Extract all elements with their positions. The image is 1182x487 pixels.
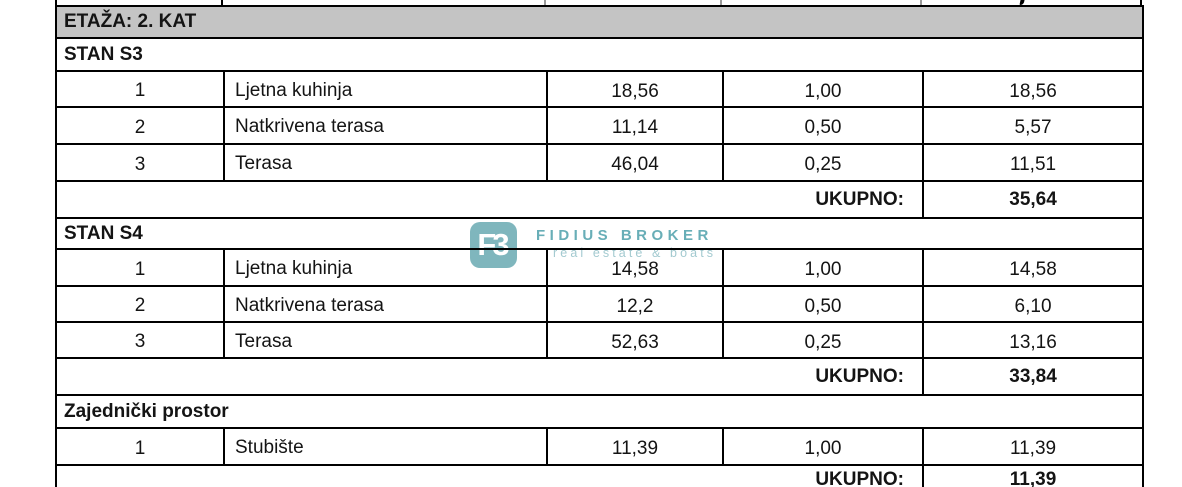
floor-title: ETAŽA: 2. KAT	[54, 5, 1145, 39]
grid-tick	[221, 0, 223, 5]
area-cell: 11,39	[546, 427, 724, 466]
area-cell: 46,04	[546, 143, 724, 182]
table-row: 1 Ljetna kuhinja 14,58 1,00 14,58	[55, 248, 1145, 287]
grid-tick	[1140, 0, 1142, 5]
section-title-stan-s4: STAN S4	[54, 217, 1145, 250]
grid-tick	[920, 0, 922, 5]
section-header-row: STAN S3	[54, 37, 1145, 72]
area-cell: 14,58	[546, 248, 724, 287]
section-total: 35,64	[921, 180, 1145, 219]
result-cell: 6,10	[921, 285, 1145, 323]
grid-tick	[55, 0, 57, 5]
previous-row-sliver	[55, 0, 1142, 5]
area-calculation-table: ETAŽA: 2. KAT STAN S3 1 Ljetna kuhinja 1…	[54, 5, 1145, 487]
result-cell: 14,58	[921, 248, 1145, 287]
section-total: 33,84	[921, 357, 1145, 396]
table-row: 3 Terasa 46,04 0,25 11,51	[55, 143, 1145, 182]
total-row: UKUPNO: 35,64	[55, 180, 1145, 219]
section-header-row: Zajednički prostor	[54, 394, 1145, 429]
row-number-cell: 2	[55, 285, 225, 323]
total-row: UKUPNO: 11,39	[55, 464, 1145, 487]
area-cell: 11,14	[546, 106, 724, 145]
ukupno-label: UKUPNO:	[55, 180, 924, 219]
area-cell: 18,56	[546, 70, 724, 108]
room-name-cell: Stubište	[223, 427, 548, 466]
coefficient-cell: 0,50	[722, 285, 924, 323]
room-name-cell: Natkrivena terasa	[223, 106, 548, 145]
table-row: 1 Ljetna kuhinja 18,56 1,00 18,56	[55, 70, 1145, 108]
ukupno-label: UKUPNO:	[55, 357, 924, 396]
table-row: 3 Terasa 52,63 0,25 13,16	[55, 321, 1145, 359]
row-number-cell: 1	[55, 427, 225, 466]
total-row: UKUPNO: 33,84	[55, 357, 1145, 396]
room-name-cell: Natkrivena terasa	[223, 285, 548, 323]
row-number-cell: 3	[55, 143, 225, 182]
result-cell: 11,39	[921, 427, 1145, 466]
room-name-cell: Ljetna kuhinja	[223, 248, 548, 287]
row-number-cell: 1	[55, 70, 225, 108]
coefficient-cell: 1,00	[722, 427, 924, 466]
section-header-row: STAN S4	[54, 217, 1145, 250]
section-title-zajednicki-prostor: Zajednički prostor	[54, 394, 1145, 429]
result-cell: 5,57	[921, 106, 1145, 145]
result-cell: 18,56	[921, 70, 1145, 108]
ukupno-label: UKUPNO:	[55, 464, 924, 487]
room-name-cell: Terasa	[223, 321, 548, 359]
row-number-cell: 3	[55, 321, 225, 359]
coefficient-cell: 1,00	[722, 248, 924, 287]
coefficient-cell: 1,00	[722, 70, 924, 108]
result-cell: 13,16	[921, 321, 1145, 359]
room-name-cell: Ljetna kuhinja	[223, 70, 548, 108]
floor-header-row: ETAŽA: 2. KAT	[54, 5, 1145, 39]
area-cell: 52,63	[546, 321, 724, 359]
grid-tick	[720, 0, 722, 5]
coefficient-cell: 0,25	[722, 143, 924, 182]
row-number-cell: 1	[55, 248, 225, 287]
room-name-cell: Terasa	[223, 143, 548, 182]
table-row: 1 Stubište 11,39 1,00 11,39	[55, 427, 1145, 466]
table-row: 2 Natkrivena terasa 11,14 0,50 5,57	[55, 106, 1145, 145]
table-row: 2 Natkrivena terasa 12,2 0,50 6,10	[55, 285, 1145, 323]
grid-tick	[544, 0, 546, 5]
section-title-stan-s3: STAN S3	[54, 37, 1145, 72]
section-total: 11,39	[921, 464, 1145, 487]
coefficient-cell: 0,50	[722, 106, 924, 145]
coefficient-cell: 0,25	[722, 321, 924, 359]
area-cell: 12,2	[546, 285, 724, 323]
result-cell: 11,51	[921, 143, 1145, 182]
row-number-cell: 2	[55, 106, 225, 145]
